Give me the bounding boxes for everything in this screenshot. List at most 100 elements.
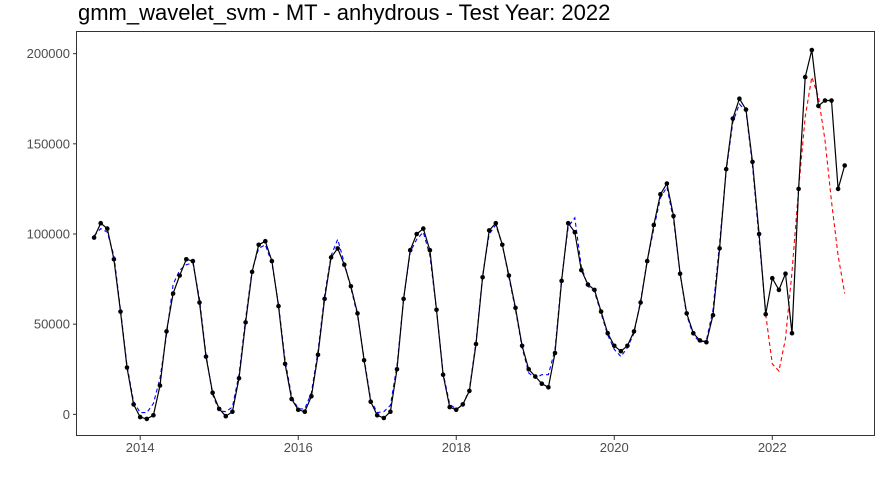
series-0-point: [144, 416, 150, 422]
series-0-point: [750, 159, 755, 165]
series-0-point: [730, 116, 736, 121]
series-0-point: [572, 229, 578, 235]
series-0-point: [691, 330, 696, 336]
series-0-point: [776, 287, 782, 293]
series-0-point: [151, 413, 156, 418]
y-tick-label: 100000: [27, 227, 70, 242]
series-0-point: [598, 309, 604, 314]
series-0-point: [414, 231, 420, 237]
series-0-point: [256, 242, 262, 248]
x-tick-label: 2014: [126, 440, 155, 455]
series-0-point: [493, 220, 499, 226]
series-0-point: [236, 376, 242, 381]
series-0-point: [348, 284, 354, 289]
series-0-point: [124, 365, 130, 370]
series-0-point: [381, 415, 387, 421]
series-0-point: [190, 258, 196, 264]
series-0-point: [743, 107, 749, 112]
y-tick-label: 200000: [27, 46, 70, 61]
plot-panel-border: [76, 31, 875, 436]
series-0-point: [829, 98, 834, 103]
series-0-point: [559, 278, 564, 284]
series-0-point: [638, 300, 643, 305]
series-0-point: [513, 305, 518, 311]
series-0-point: [605, 330, 610, 336]
x-axis: 2014 2016 2018 2020 2022: [126, 436, 787, 455]
series-0-point: [276, 303, 281, 309]
series-0-point: [486, 228, 492, 233]
series-0-point: [249, 269, 255, 275]
series-0-point: [421, 226, 426, 231]
series-0-point: [704, 339, 709, 345]
series-0-point: [210, 390, 215, 396]
series-0-point: [671, 213, 676, 219]
series-0-point: [658, 192, 663, 197]
series-0-point: [368, 399, 374, 405]
series-0-point: [756, 231, 762, 237]
series-0-point: [137, 414, 143, 420]
series-0-point: [684, 311, 689, 316]
series-0-point: [802, 74, 808, 80]
series-0-point: [203, 354, 209, 359]
series-0-point: [809, 47, 815, 53]
series-0-point: [618, 348, 624, 354]
series-0-point: [388, 409, 393, 415]
series-0-point: [717, 246, 722, 251]
series-0-point: [177, 273, 182, 278]
series-0-point: [835, 186, 841, 192]
series-0-point: [506, 273, 512, 278]
series-2-line: [765, 76, 846, 373]
series-0-point: [98, 220, 103, 226]
series-0-point: [269, 258, 275, 264]
chart-title: gmm_wavelet_svm - MT - anhydrous - Test …: [78, 0, 611, 25]
series-0-point: [842, 163, 847, 168]
series-0-point: [697, 338, 703, 343]
series-0-point: [822, 98, 828, 103]
series-0-point: [677, 271, 683, 277]
series-0-point: [763, 312, 768, 317]
series-0-point: [295, 407, 301, 413]
series-0-point: [467, 388, 472, 394]
series-0-point: [197, 300, 202, 305]
series-0-point: [131, 402, 136, 407]
y-tick-label: 150000: [27, 136, 70, 151]
x-tick-label: 2020: [600, 440, 629, 455]
series-0-point: [302, 409, 308, 415]
series-layer: [91, 47, 847, 422]
series-0-point: [625, 343, 630, 349]
series-0-point: [328, 255, 334, 260]
series-0-point: [374, 413, 380, 418]
series-0-point: [440, 372, 446, 378]
series-0-point: [91, 235, 97, 240]
series-0-point: [519, 343, 525, 349]
series-0-point: [394, 367, 400, 372]
x-tick-label: 2016: [284, 440, 313, 455]
series-0-point: [309, 394, 314, 399]
series-0-point: [263, 238, 268, 244]
series-0-point: [612, 343, 617, 349]
series-0-point: [118, 309, 123, 314]
series-1-line: [93, 103, 767, 414]
series-0-point: [783, 271, 788, 277]
series-0-point: [289, 396, 294, 402]
series-0-point: [216, 406, 222, 412]
series-0-point: [243, 320, 248, 325]
y-tick-label: 0: [63, 407, 70, 422]
series-0-point: [434, 307, 439, 313]
series-0-point: [579, 267, 584, 273]
series-0-point: [184, 257, 189, 262]
series-0-point: [539, 381, 545, 387]
series-0-point: [427, 247, 433, 253]
series-0-point: [342, 262, 347, 268]
series-0-point: [473, 341, 479, 347]
series-0-point: [585, 282, 591, 287]
series-0-point: [789, 330, 795, 336]
series-0-point: [737, 96, 742, 101]
series-0-point: [453, 407, 459, 413]
series-0-point: [816, 103, 821, 109]
y-tick-label: 50000: [34, 317, 70, 332]
series-0-point: [552, 350, 558, 356]
series-0-line: [93, 49, 846, 420]
series-0-point: [592, 287, 597, 293]
